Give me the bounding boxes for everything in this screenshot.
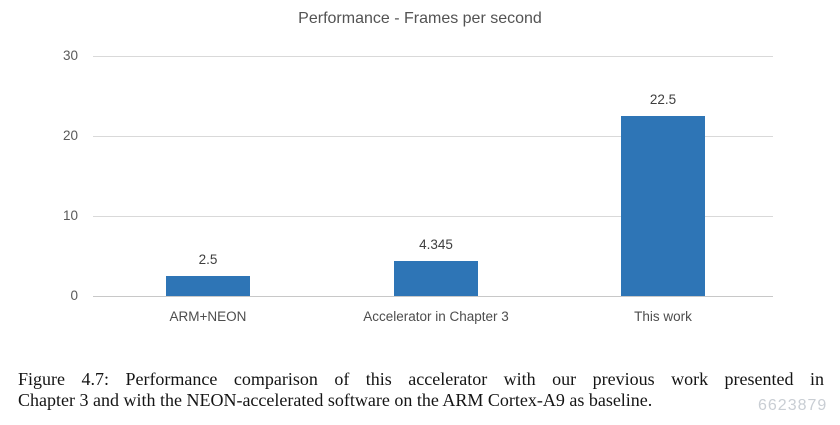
y-tick-10: 10	[62, 208, 78, 223]
gridline-20	[93, 136, 773, 137]
value-label-this-work: 22.5	[649, 92, 677, 107]
category-label-arm-neon: ARM+NEON	[169, 309, 247, 324]
watermark-text: 6623879	[758, 397, 828, 414]
y-tick-0: 0	[70, 288, 78, 303]
bar-this-work	[621, 116, 705, 296]
value-label-arm-neon: 2.5	[198, 252, 218, 267]
y-tick-30: 30	[62, 48, 78, 63]
caption-line-1: Figure 4.7: Performance comparison of th…	[18, 369, 824, 389]
gridline-10	[93, 216, 773, 217]
x-axis-line	[93, 296, 773, 297]
chart-title: Performance - Frames per second	[298, 10, 542, 27]
y-tick-20: 20	[62, 128, 78, 143]
value-label-accelerator-chapter-3: 4.345	[419, 237, 453, 252]
bar-arm-neon	[166, 276, 250, 296]
category-label-this-work: This work	[634, 309, 692, 324]
bar-accelerator-chapter-3	[394, 261, 478, 296]
caption-line-2: Chapter 3 and with the NEON-accelerated …	[18, 390, 653, 410]
figure-caption: Figure 4.7: Performance comparison of th…	[18, 369, 824, 411]
category-label-accelerator-chapter-3: Accelerator in Chapter 3	[363, 309, 509, 324]
gridline-30	[93, 56, 773, 57]
